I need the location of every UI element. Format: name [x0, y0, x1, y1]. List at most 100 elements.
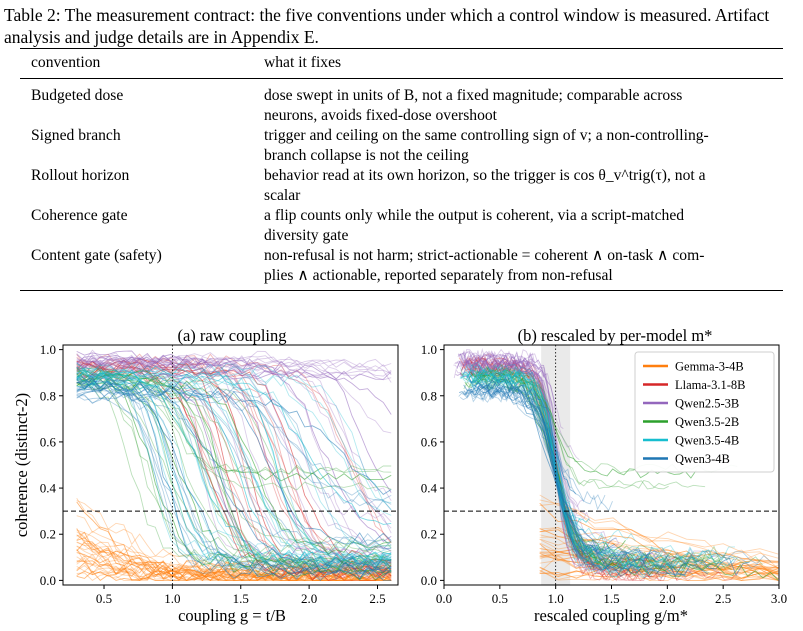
series-trace [472, 374, 697, 479]
x-tick-label: 0.0 [436, 591, 452, 606]
series-trace [539, 554, 779, 578]
series-trace [76, 374, 392, 565]
series-trace [76, 358, 392, 493]
series-trace [475, 369, 718, 566]
series-trace [539, 503, 779, 569]
series-trace [539, 567, 779, 579]
series-trace [539, 551, 779, 581]
series-trace [471, 370, 687, 578]
series-trace [539, 566, 779, 578]
series-trace [76, 378, 392, 576]
series-trace [76, 360, 392, 573]
series-trace [481, 381, 772, 565]
series-trace [539, 529, 779, 562]
series-trace [539, 534, 779, 574]
series-trace [76, 371, 392, 568]
series-trace [466, 368, 643, 573]
series-trace [76, 362, 392, 516]
series-trace [76, 382, 392, 569]
series-trace [465, 370, 639, 571]
series-trace [460, 356, 594, 563]
series-trace [76, 357, 392, 368]
series-trace [476, 370, 726, 571]
y-tick-label: 1.0 [40, 342, 56, 357]
series-trace [539, 567, 779, 578]
series-trace [76, 372, 392, 555]
convention-cell: Signed branch [31, 127, 121, 144]
y-tick-label: 0.4 [421, 481, 438, 496]
series-trace [477, 374, 732, 571]
legend-label: Qwen3-4B [675, 452, 730, 466]
convention-cell: Budgeted dose [31, 87, 124, 104]
series-trace [76, 365, 392, 381]
series-trace [76, 497, 392, 580]
legend-box [634, 351, 775, 473]
series-trace [76, 369, 392, 568]
series-trace [76, 372, 392, 568]
series-trace [453, 357, 526, 370]
x-tick-label: 2.0 [659, 591, 675, 606]
series-trace [76, 361, 392, 578]
series-trace [76, 355, 392, 550]
series-trace [76, 541, 392, 575]
series-trace [76, 370, 392, 566]
series-trace [76, 392, 392, 512]
series-trace [539, 542, 779, 573]
series-trace [459, 353, 584, 508]
series-trace [76, 365, 392, 561]
series-trace [76, 358, 392, 566]
series-trace [76, 361, 392, 579]
series-trace [539, 553, 779, 579]
y-tick-label: 0.2 [421, 527, 437, 542]
series-trace [539, 538, 779, 571]
series-trace [539, 554, 779, 580]
series-trace [480, 376, 759, 573]
convention-cell: Rollout horizon [31, 167, 130, 184]
series-trace [76, 531, 392, 581]
series-trace [76, 549, 392, 579]
series-trace [76, 527, 392, 581]
y-tick-label: 0.6 [40, 434, 57, 449]
series-trace [76, 359, 392, 375]
series-trace [76, 382, 392, 546]
series-trace [76, 375, 392, 569]
series-trace [76, 378, 392, 574]
series-trace [463, 350, 620, 546]
series-trace [475, 359, 719, 564]
series-trace [76, 382, 392, 577]
series-trace [461, 360, 599, 571]
series-trace [466, 372, 638, 562]
series-trace [479, 384, 750, 577]
series-trace [76, 350, 392, 564]
series-trace [76, 376, 392, 573]
series-trace [539, 502, 779, 568]
table-top-rule [20, 48, 783, 49]
series-trace [461, 368, 594, 558]
series-trace [76, 386, 392, 550]
x-tick-label: 3.0 [771, 591, 787, 606]
series-trace [76, 382, 392, 568]
series-trace [76, 363, 392, 559]
series-trace [457, 353, 564, 429]
panel-b: 0.0 0.5 1.0 1.5 2.0 2.5 3.0 0.0 0.2 0.4 0.6 0.8 1.0 G… [421, 342, 787, 606]
series-trace [76, 370, 392, 381]
series-trace [76, 356, 392, 383]
series-trace [76, 364, 392, 580]
series-trace [76, 358, 392, 376]
table-mid-rule [20, 78, 783, 79]
series-trace [76, 381, 392, 552]
series-trace [76, 362, 392, 582]
series-trace [458, 349, 571, 514]
legend-label: Llama-3.1-8B [675, 378, 745, 392]
series-trace [467, 361, 654, 579]
series-trace [76, 541, 392, 582]
series-trace [455, 369, 545, 380]
series-trace [76, 367, 392, 558]
series-trace [470, 383, 678, 576]
series-trace [472, 363, 694, 582]
series-trace [76, 562, 392, 581]
series-trace [458, 388, 572, 489]
series-trace [476, 370, 725, 569]
series-trace [76, 378, 392, 580]
series-trace [469, 373, 669, 565]
